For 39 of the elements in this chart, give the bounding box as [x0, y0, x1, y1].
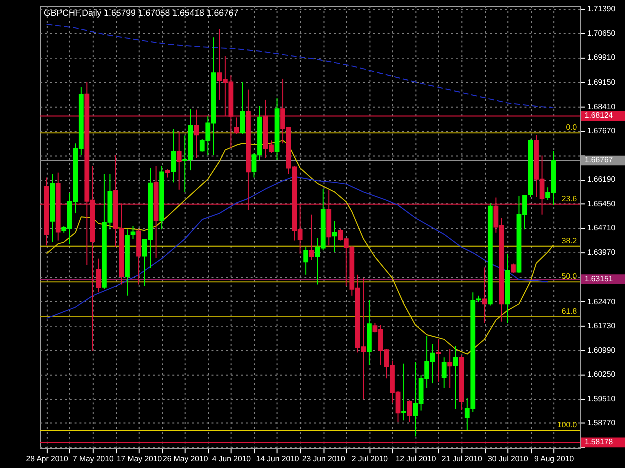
ref-line-label: 1.58178 — [584, 438, 614, 447]
y-tick-label: 1.67670 — [587, 126, 616, 136]
ref-line-label: 1.68124 — [584, 111, 614, 120]
x-tick-label: 12 Jul 2010 — [396, 454, 437, 464]
annotation: 38.2 — [562, 236, 578, 246]
x-tick-label: 17 May 2010 — [116, 454, 163, 464]
x-tick-label: 2 Jul 2010 — [352, 454, 389, 464]
x-tick-label: 4 Jun 2010 — [212, 454, 252, 464]
y-tick-label: 1.61730 — [587, 322, 616, 331]
y-tick-label: 1.69910 — [587, 53, 616, 62]
ref-line-label: 1.66767 — [584, 156, 614, 165]
y-tick-label: 1.70650 — [587, 28, 616, 38]
ref-line-label: 1.63151 — [584, 274, 614, 284]
y-tick-label: 1.63970 — [587, 248, 616, 258]
x-tick-label: 7 May 2010 — [73, 454, 114, 464]
y-tick-label: 1.60250 — [587, 370, 616, 380]
x-tick-label: 9 Aug 2010 — [534, 454, 575, 464]
x-tick-label: 14 Jun 2010 — [256, 454, 300, 464]
y-tick-label: 1.71390 — [587, 4, 616, 14]
y-tick-label: 1.59510 — [587, 394, 616, 404]
y-tick-label: 1.66190 — [587, 175, 616, 184]
annotation: 100.0 — [558, 420, 578, 430]
annotation: 50.0 — [562, 272, 578, 282]
x-tick-label: 30 Jul 2010 — [488, 454, 530, 464]
x-tick-label: 21 Jul 2010 — [442, 454, 483, 464]
y-tick-label: 1.69150 — [587, 78, 616, 88]
annotation: 23.6 — [562, 194, 578, 204]
x-tick-label: 28 Apr 2010 — [26, 454, 70, 464]
y-tick-label: 1.58770 — [587, 418, 616, 428]
y-tick-label: 1.60990 — [587, 346, 616, 355]
x-tick-label: 26 May 2010 — [163, 454, 209, 464]
annotation: 61.8 — [562, 306, 578, 316]
x-tick-label: 23 Jun 2010 — [302, 454, 346, 464]
chart-title: GBPCHF,Daily 1.65799 1.67058 1.65418 1.66767 — [44, 8, 239, 18]
y-tick-label: 1.68410 — [587, 102, 616, 112]
y-tick-label: 1.62470 — [587, 297, 616, 306]
y-tick-label: 1.64710 — [587, 224, 616, 233]
y-tick-label: 1.65450 — [587, 199, 616, 208]
annotation: 0.0 — [566, 123, 578, 132]
